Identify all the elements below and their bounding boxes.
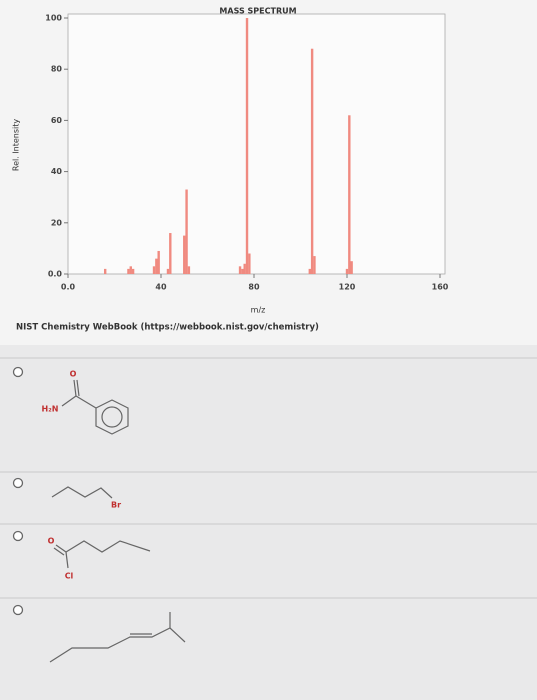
atom-label: Br: [111, 501, 121, 510]
peak: [169, 233, 172, 274]
peak: [238, 266, 242, 274]
peak: [131, 268, 135, 274]
structure-2[interactable]: Br: [51, 486, 121, 510]
atom-label: H₂N: [42, 405, 59, 414]
atom-label: Cl: [65, 572, 74, 581]
peak: [157, 250, 160, 274]
x-tick-label: 120: [339, 283, 356, 292]
peak: [313, 256, 316, 274]
x-axis-label: m/z: [251, 306, 266, 315]
x-tick-label: 40: [155, 283, 167, 292]
radio-button[interactable]: [12, 366, 24, 378]
peak: [350, 261, 353, 274]
peak: [155, 258, 158, 274]
radio-button[interactable]: [12, 530, 24, 542]
atom-label: O: [48, 537, 55, 546]
plot-frame: [67, 13, 446, 275]
structure-1[interactable]: O H₂N: [42, 370, 129, 435]
peak: [185, 189, 188, 274]
peak: [308, 268, 311, 274]
y-tick-label: 40: [51, 167, 63, 176]
peak: [104, 268, 107, 274]
y-tick-label: 80: [51, 65, 63, 74]
peak: [243, 263, 246, 274]
peak: [245, 18, 249, 274]
y-tick-label: 100: [45, 14, 62, 23]
structure-4[interactable]: [49, 612, 186, 663]
peak: [152, 266, 156, 274]
structure-3[interactable]: O Cl: [48, 537, 151, 581]
y-tick-label: 20: [51, 218, 63, 227]
chart-title: MASS SPECTRUM: [219, 7, 296, 16]
peak: [166, 268, 170, 274]
x-tick-label: 0.0: [61, 283, 76, 292]
peak: [345, 268, 349, 274]
x-tick-label: 80: [248, 283, 260, 292]
peak: [127, 268, 130, 274]
atom-label: O: [70, 370, 77, 379]
y-axis-label: Rel. Intensity: [12, 119, 21, 172]
peak: [183, 235, 186, 274]
y-tick-label: 60: [51, 116, 63, 125]
radio-button[interactable]: [12, 477, 24, 489]
peak: [310, 48, 314, 274]
peak: [348, 115, 351, 274]
peak: [187, 266, 191, 274]
source-caption: NIST Chemistry WebBook (https://webbook.…: [16, 323, 319, 333]
radio-button[interactable]: [12, 604, 24, 616]
y-tick-label: 0.0: [48, 270, 63, 279]
peak: [248, 253, 251, 274]
peak: [129, 266, 132, 274]
peak: [241, 268, 244, 274]
x-tick-label: 160: [432, 283, 449, 292]
